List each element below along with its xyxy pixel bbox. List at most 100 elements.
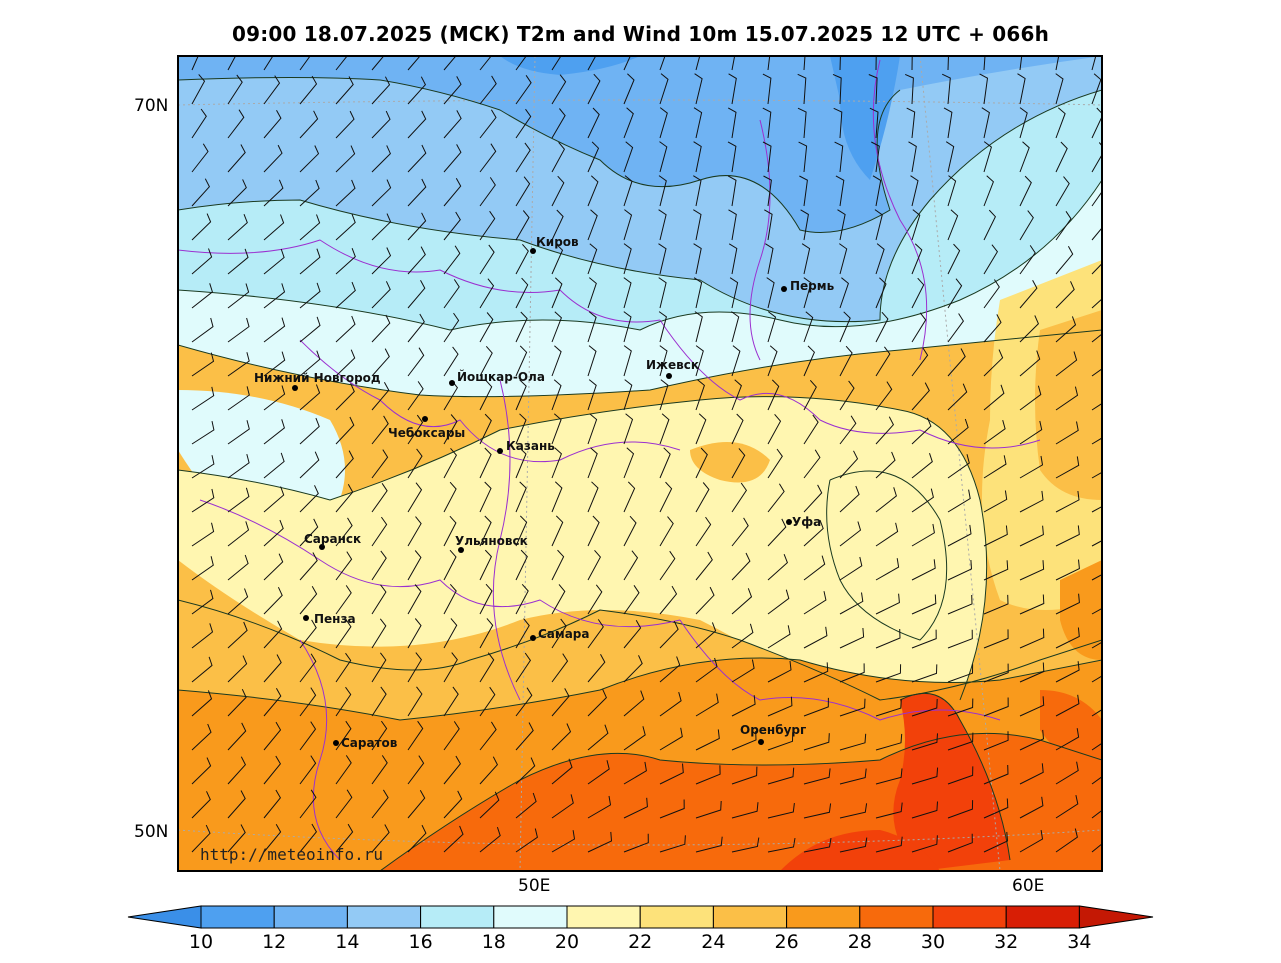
wind-barb <box>515 311 528 343</box>
wind-barb <box>869 107 879 139</box>
wind-barb <box>875 836 903 853</box>
wind-barb <box>371 483 388 513</box>
wind-barb <box>765 243 774 275</box>
wind-barb <box>695 551 713 581</box>
city-dot <box>303 615 309 621</box>
wind-barb <box>551 653 569 683</box>
wind-barb <box>371 110 391 139</box>
wind-barb <box>767 767 795 785</box>
wind-barb <box>479 177 496 207</box>
wind-barb <box>763 175 772 207</box>
wind-barb <box>443 56 457 71</box>
wind-barb <box>335 179 356 207</box>
wind-barb <box>693 277 703 309</box>
wind-barb <box>1091 437 1102 445</box>
wind-barb <box>1055 627 1080 649</box>
wind-barb <box>1091 607 1102 615</box>
wind-barb <box>623 56 631 71</box>
lon-label-60e: 60E <box>1012 876 1045 896</box>
wind-barb <box>693 141 702 173</box>
wind-barb <box>479 109 497 139</box>
wind-barb <box>767 345 778 377</box>
wind-barb <box>767 660 792 683</box>
wind-barb <box>767 311 777 343</box>
wind-barb <box>479 210 496 241</box>
wind-barb <box>1091 471 1102 479</box>
wind-barb <box>515 722 534 751</box>
wind-barb <box>1055 828 1078 853</box>
wind-barb <box>371 314 391 343</box>
wind-barb <box>659 727 683 751</box>
wind-barb <box>1091 641 1102 649</box>
wind-barb <box>479 583 493 615</box>
wind-barb <box>658 277 667 309</box>
wind-barb <box>371 755 388 785</box>
colorbar-tick-label: 12 <box>262 931 287 953</box>
wind-barb <box>659 56 666 71</box>
wind-barb <box>839 345 853 377</box>
wind-barb <box>623 311 632 343</box>
wind-barb <box>728 73 737 105</box>
wind-barb <box>731 517 749 547</box>
wind-barb <box>983 141 992 173</box>
wind-barb <box>731 837 760 853</box>
wind-barb <box>227 248 249 275</box>
wind-barb <box>803 768 831 785</box>
city-dot <box>458 547 464 553</box>
wind-barb <box>659 835 686 853</box>
wind-barb <box>587 379 597 411</box>
wind-barb <box>263 586 283 615</box>
wind-barb <box>1091 574 1102 581</box>
wind-barb <box>767 483 785 513</box>
wind-barb <box>875 768 903 785</box>
wind-barb <box>443 346 459 377</box>
city-label-saratov: Саратов <box>341 736 398 750</box>
wind-barb <box>515 345 528 377</box>
city-label-orenburg: Оренбург <box>740 723 807 737</box>
wind-barb <box>947 766 974 785</box>
wind-barb <box>191 178 211 207</box>
wind-barb <box>1055 761 1079 785</box>
wind-barb <box>1019 175 1032 207</box>
wind-barb <box>947 524 972 547</box>
city-dot <box>497 448 503 454</box>
wind-barb <box>371 449 389 479</box>
wind-barb <box>515 792 537 819</box>
wind-barb <box>947 833 973 853</box>
wind-barb <box>479 481 492 513</box>
wind-barb <box>1019 141 1030 173</box>
city-dot <box>786 519 792 525</box>
wind-barb <box>587 724 609 751</box>
wind-barb <box>335 349 356 377</box>
wind-barb <box>1019 696 1045 717</box>
wind-barb <box>335 110 355 139</box>
wind-barb <box>227 144 246 173</box>
wind-barb <box>906 107 916 139</box>
wind-barb <box>911 835 938 853</box>
wind-barb <box>1019 210 1034 241</box>
wind-barb <box>659 73 669 105</box>
wind-barb <box>1019 385 1042 411</box>
wind-barb <box>904 73 914 105</box>
wind-barb <box>551 108 566 139</box>
wind-barb <box>837 209 846 241</box>
wind-barb <box>407 755 425 785</box>
city-label-izhevsk: Ижевск <box>646 358 699 372</box>
wind-barb <box>443 721 460 751</box>
wind-barb <box>731 56 736 71</box>
wind-barb <box>443 414 458 445</box>
wind-barb <box>1055 794 1079 819</box>
wind-barb <box>371 415 389 445</box>
wind-barb <box>515 652 532 683</box>
wind-barb <box>1055 694 1080 717</box>
wind-barb <box>623 481 636 513</box>
wind-barb <box>335 315 356 343</box>
wind-barb <box>227 554 249 581</box>
wind-barb <box>1091 742 1102 751</box>
wind-barb <box>191 455 215 479</box>
wind-barb <box>515 515 528 547</box>
wind-barb <box>227 179 247 207</box>
wind-barb <box>1019 315 1039 343</box>
wind-barb <box>407 482 423 513</box>
wind-barb <box>875 699 902 717</box>
